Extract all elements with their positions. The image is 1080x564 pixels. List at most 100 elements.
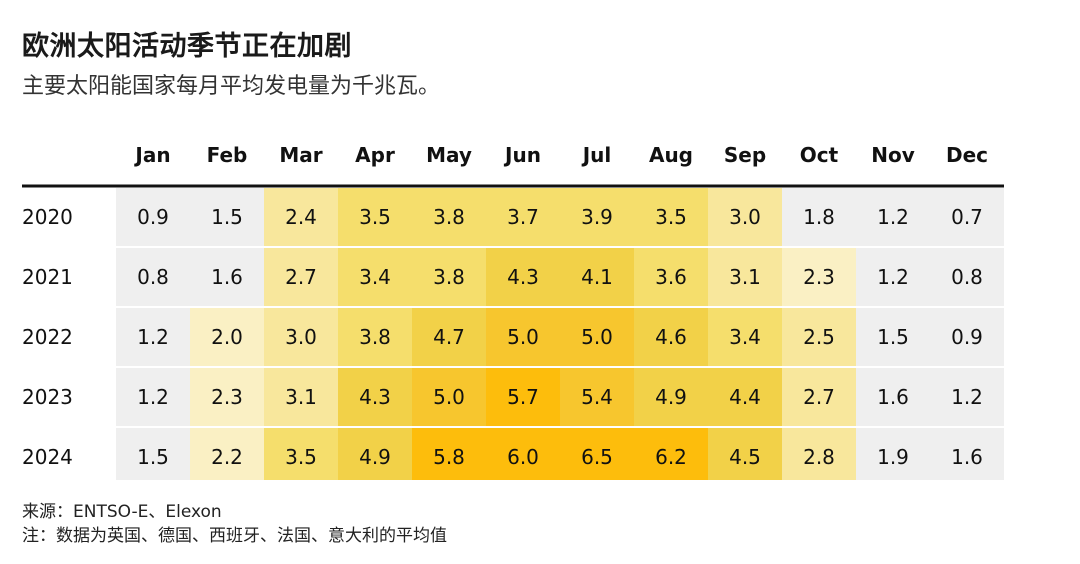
heatmap-table: Jan Feb Mar Apr May Jun Jul Aug Sep Oct Nov Dec 2020…	[22, 143, 1004, 480]
cell-value: 3.9	[581, 205, 613, 229]
cell-value: 0.7	[951, 205, 983, 229]
heat-cell	[116, 188, 190, 246]
heat-cell	[190, 248, 264, 306]
heat-cell	[856, 308, 930, 366]
cell-value: 1.2	[877, 265, 909, 289]
cell-value: 1.2	[137, 385, 169, 409]
heat-cell	[708, 368, 782, 426]
cell-value: 3.6	[655, 265, 687, 289]
heat-cell	[708, 248, 782, 306]
cell-value: 2.2	[211, 445, 243, 469]
heat-cell	[708, 428, 782, 480]
cell-value: 1.9	[877, 445, 909, 469]
heat-cell	[634, 428, 708, 480]
cell-value: 3.4	[359, 265, 391, 289]
cell-value: 2.7	[803, 385, 835, 409]
column-header-oct: Oct	[800, 143, 839, 167]
column-header-aug: Aug	[649, 143, 693, 167]
heat-cell	[190, 188, 264, 246]
cell-value: 2.5	[803, 325, 835, 349]
heat-cell	[338, 248, 412, 306]
cell-value: 0.8	[951, 265, 983, 289]
heat-cell	[560, 428, 634, 480]
cell-value: 1.5	[877, 325, 909, 349]
heat-cell	[264, 308, 338, 366]
heat-cell	[338, 188, 412, 246]
heat-cell	[634, 368, 708, 426]
column-header-jan: Jan	[133, 143, 170, 167]
cell-value: 1.6	[211, 265, 243, 289]
cell-value: 1.2	[877, 205, 909, 229]
heat-cell	[930, 308, 1004, 366]
heat-cell	[486, 308, 560, 366]
cell-value: 1.8	[803, 205, 835, 229]
heat-cell	[708, 188, 782, 246]
heat-cell	[930, 188, 1004, 246]
cell-value: 5.0	[507, 325, 539, 349]
cell-value: 3.8	[433, 265, 465, 289]
cell-value: 4.4	[729, 385, 761, 409]
cell-value: 1.6	[877, 385, 909, 409]
heat-cell	[856, 248, 930, 306]
heat-cell	[338, 428, 412, 480]
heat-cell	[412, 308, 486, 366]
heat-cell	[634, 248, 708, 306]
heat-cell	[116, 248, 190, 306]
heat-cell	[560, 308, 634, 366]
cell-value: 2.3	[803, 265, 835, 289]
heat-cell	[264, 248, 338, 306]
cell-value: 3.8	[359, 325, 391, 349]
cell-value: 1.6	[951, 445, 983, 469]
heat-cell	[930, 428, 1004, 480]
heat-cell	[782, 428, 856, 480]
heat-cell	[264, 188, 338, 246]
cell-value: 6.5	[581, 445, 613, 469]
cell-value: 3.0	[729, 205, 761, 229]
cell-value: 3.1	[285, 385, 317, 409]
cell-value: 3.1	[729, 265, 761, 289]
heat-cell	[634, 188, 708, 246]
heat-cell	[412, 188, 486, 246]
cell-value: 1.5	[137, 445, 169, 469]
header-rule	[22, 184, 1004, 188]
heat-cell	[856, 428, 930, 480]
cell-value: 4.9	[359, 445, 391, 469]
heat-cell	[782, 368, 856, 426]
source-note: 来源：ENTSO-E、Elexon	[22, 502, 222, 522]
cell-value: 5.7	[507, 385, 539, 409]
heat-cell	[190, 308, 264, 366]
heat-cell	[560, 188, 634, 246]
heat-cell	[116, 368, 190, 426]
cell-value: 0.9	[137, 205, 169, 229]
cell-value: 2.8	[803, 445, 835, 469]
heat-cell	[856, 368, 930, 426]
row-label-2023: 2023	[22, 385, 73, 409]
cell-value: 1.5	[211, 205, 243, 229]
cell-value: 1.2	[951, 385, 983, 409]
heat-cell	[190, 428, 264, 480]
heat-cell	[560, 368, 634, 426]
column-header-mar: Mar	[279, 143, 322, 167]
heat-cell	[264, 428, 338, 480]
column-header-sep: Sep	[724, 143, 766, 167]
cell-value: 2.4	[285, 205, 317, 229]
cell-value: 3.5	[359, 205, 391, 229]
cell-value: 4.1	[581, 265, 613, 289]
cell-value: 2.7	[285, 265, 317, 289]
heat-cell	[412, 248, 486, 306]
heat-cell	[338, 368, 412, 426]
column-header-feb: Feb	[207, 143, 248, 167]
cell-value: 3.0	[285, 325, 317, 349]
chart-title: 欧洲太阳活动季节正在加剧	[22, 31, 352, 62]
cell-value: 4.9	[655, 385, 687, 409]
chart-subtitle: 主要太阳能国家每月平均发电量为千兆瓦。	[22, 74, 441, 99]
cell-value: 4.3	[507, 265, 539, 289]
column-header-dec: Dec	[946, 143, 988, 167]
heat-cell	[782, 248, 856, 306]
cell-value: 3.5	[655, 205, 687, 229]
cell-value: 4.5	[729, 445, 761, 469]
cell-value: 3.7	[507, 205, 539, 229]
cell-value: 5.0	[433, 385, 465, 409]
heat-cell	[930, 248, 1004, 306]
heat-cell	[930, 368, 1004, 426]
